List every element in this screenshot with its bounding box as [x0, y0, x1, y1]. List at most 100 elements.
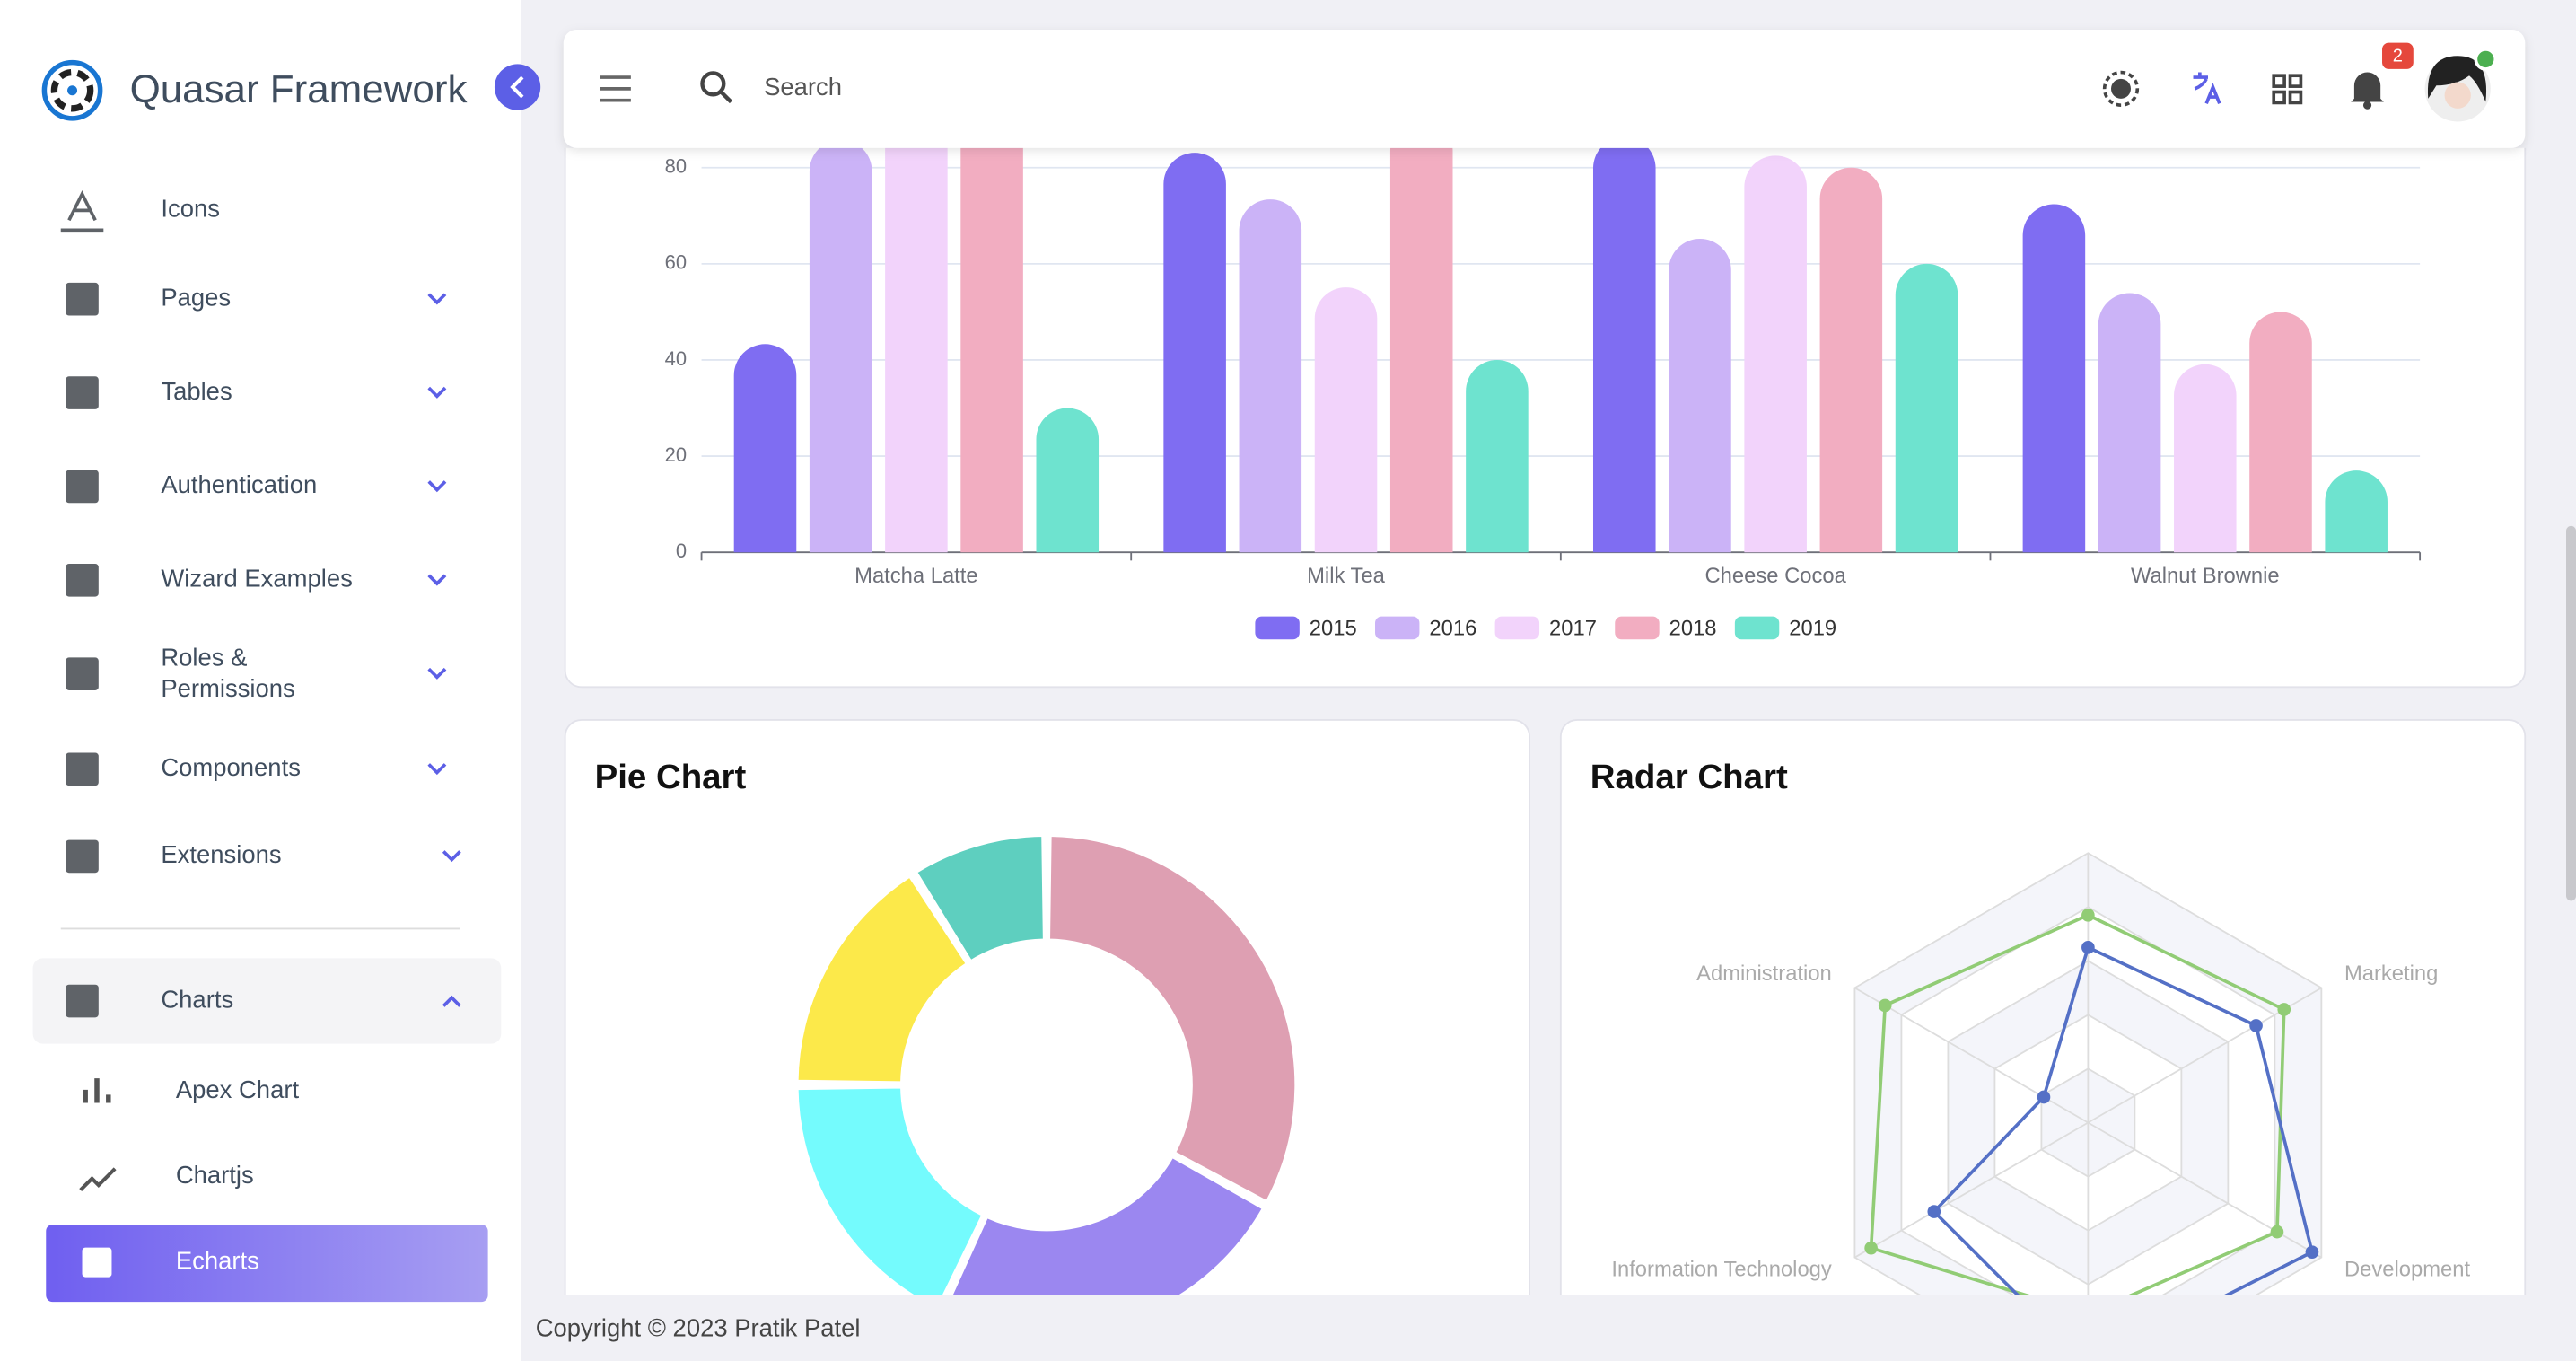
y-tick-label: 40 [665, 347, 687, 370]
x-tick-label: Milk Tea [1307, 564, 1386, 588]
chevron [442, 850, 461, 863]
bar [2249, 312, 2312, 553]
pie-slice[interactable] [943, 1155, 1266, 1335]
menu-label: Wizard Examples [161, 565, 352, 593]
notifications-button[interactable] [2351, 72, 2384, 110]
bar [1239, 199, 1302, 553]
radar-indicator: Administration [1696, 961, 1832, 986]
radar-point [2270, 1225, 2284, 1239]
menu-button[interactable] [600, 75, 631, 102]
pie-slice[interactable] [1047, 833, 1298, 1204]
legend-label[interactable]: 2017 [1549, 617, 1597, 641]
pie-slice[interactable] [794, 1084, 986, 1310]
menu-label: Tables [161, 377, 232, 405]
legend-label[interactable]: 2015 [1310, 617, 1357, 641]
card-title: Pie Chart [595, 758, 747, 796]
bar [2098, 293, 2161, 553]
header: Search 2 [563, 29, 2526, 148]
menu-item[interactable]: Tables [66, 376, 447, 409]
apps-button[interactable] [2272, 74, 2303, 105]
avatar[interactable] [2424, 48, 2498, 122]
chevron [427, 480, 447, 493]
menu-label: Roles & [161, 643, 247, 671]
menu-item[interactable]: Components [66, 752, 447, 786]
collapse-button[interactable] [494, 64, 541, 110]
radar-indicator: Development [2344, 1258, 2470, 1282]
badge-count: 2 [2393, 46, 2403, 66]
y-tick-label: 20 [665, 443, 687, 466]
chevron [427, 574, 447, 586]
language-button[interactable] [2193, 72, 2221, 105]
radar-indicator: Information Technology [1611, 1258, 1832, 1282]
legend-swatch [1255, 616, 1300, 640]
menu-label: Permissions [161, 674, 294, 702]
menu-item[interactable]: Pages [66, 282, 447, 316]
radar-point [2249, 1019, 2263, 1032]
bar [885, 147, 948, 553]
menu-icon [66, 984, 99, 1018]
radar-point [2305, 1245, 2319, 1259]
menu-item[interactable]: Icons [60, 189, 220, 233]
theme-toggle[interactable] [2102, 70, 2140, 108]
menu-icon [66, 752, 99, 786]
radar-point [1864, 1241, 1878, 1255]
bar [1819, 167, 1883, 553]
menu-item[interactable]: Authentication [66, 470, 447, 504]
menu-icon [66, 657, 99, 690]
menu-icon [83, 1078, 111, 1103]
card-title: Radar Chart [1590, 758, 1788, 796]
menu-icon [66, 470, 99, 504]
bar [809, 147, 872, 553]
search-icon [700, 71, 733, 104]
logo [41, 59, 103, 121]
y-tick-label: 60 [665, 251, 687, 274]
legend-swatch [1615, 616, 1660, 640]
content: Pie Chart Radar Chart 0 20 40 60 80 Matcha La… [564, 147, 2527, 1335]
legend-label[interactable]: 2016 [1429, 617, 1476, 641]
bar [2325, 470, 2388, 553]
pie-slice[interactable] [914, 833, 1047, 964]
header-bar [563, 29, 2526, 148]
radar-point [2037, 1090, 2051, 1104]
menu-label: Pages [161, 283, 231, 311]
bar [1592, 147, 1656, 553]
radar-point [2081, 941, 2095, 954]
radar-point [2277, 1003, 2291, 1016]
section-label[interactable]: Charts [161, 985, 233, 1013]
sidebar: Quasar Framework Icons Pages Tables Authent… [0, 0, 541, 1361]
submenu-label[interactable]: Apex Chart [176, 1076, 300, 1103]
legend-swatch [1494, 616, 1540, 640]
footer: Copyright © 2023 Pratik Patel [536, 1313, 861, 1341]
submenu-label[interactable]: Chartjs [176, 1161, 254, 1189]
menu-icon [82, 1247, 112, 1278]
menu-icon [66, 282, 99, 316]
bar [1466, 359, 1529, 553]
menu-icon [66, 564, 99, 597]
search-input[interactable]: Search [764, 73, 842, 101]
bar [1744, 155, 1807, 553]
chevron [427, 293, 447, 305]
bar [1314, 287, 1378, 553]
menu-label: Icons [161, 195, 220, 223]
menu-item[interactable]: Extensions [66, 839, 461, 874]
y-tick-label: 0 [676, 540, 687, 562]
radar-indicator: Marketing [2344, 961, 2438, 986]
radar-axis [1853, 1121, 2089, 1259]
menu-item[interactable]: Roles & Permissions [66, 643, 447, 702]
menu-item[interactable]: Wizard Examples [66, 564, 447, 597]
submenu-label[interactable]: Echarts [176, 1246, 259, 1274]
radar-point [1927, 1205, 1941, 1218]
legend-label[interactable]: 2018 [1669, 617, 1717, 641]
pie-slice[interactable] [794, 874, 969, 1084]
chevron [442, 995, 461, 1007]
scrollbar [2566, 525, 2576, 901]
radar-point [2081, 908, 2095, 922]
radar-point [1878, 998, 1892, 1013]
bar [2022, 204, 2086, 553]
chevron [427, 667, 447, 680]
legend-label[interactable]: 2019 [1789, 617, 1836, 641]
chevron [427, 763, 447, 776]
menu-icon [79, 1167, 117, 1192]
